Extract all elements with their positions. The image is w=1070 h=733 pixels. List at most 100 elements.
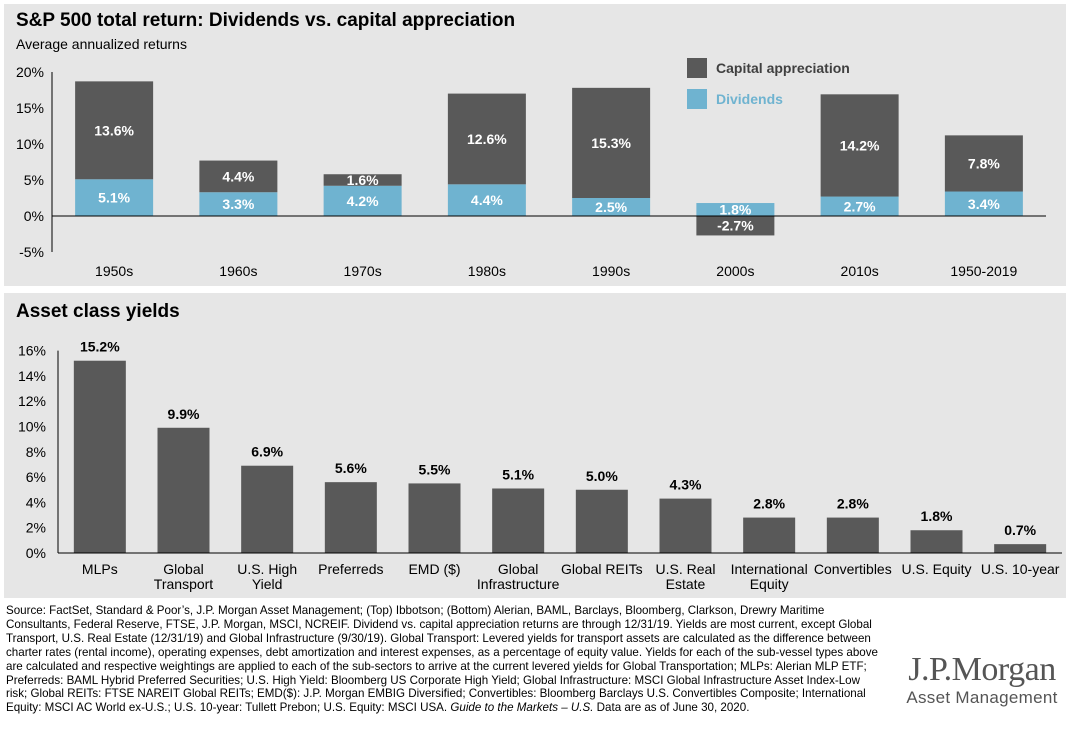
yield-bar — [324, 482, 377, 553]
yields-chart-title: Asset class yields — [16, 301, 180, 322]
x-tick-label: 1950s — [95, 263, 133, 279]
dividends-value-label: 5.1% — [98, 190, 130, 206]
dividends-bar — [944, 191, 1023, 216]
capital-bar — [820, 94, 899, 197]
x-tick-label: Global — [498, 561, 538, 577]
yield-bar — [994, 544, 1047, 553]
x-tick-label: EMD ($) — [408, 561, 460, 577]
capital-value-label: 13.6% — [94, 122, 134, 138]
x-tick-label: 2010s — [841, 263, 879, 279]
capital-value-label: 7.8% — [968, 155, 1000, 171]
capital-bar — [572, 87, 651, 198]
x-tick-label: Global — [163, 561, 203, 577]
yield-value-label: 5.6% — [335, 460, 367, 476]
dividends-bar — [696, 203, 775, 216]
y-tick-label: -5% — [19, 244, 44, 260]
yield-value-label: 1.8% — [921, 508, 953, 524]
capital-bar — [447, 93, 526, 185]
y-tick-label: 5% — [24, 172, 44, 188]
y-tick-label: 10% — [18, 419, 46, 435]
yield-bar — [492, 488, 545, 553]
yield-value-label: 5.5% — [419, 461, 451, 477]
x-tick-label: Global REITs — [561, 561, 643, 577]
yield-bar — [73, 360, 126, 553]
yield-value-label: 0.7% — [1004, 522, 1036, 538]
capital-value-label: 15.3% — [591, 135, 631, 151]
dividends-value-label: 2.5% — [595, 199, 627, 215]
yield-bar — [408, 483, 461, 553]
dividends-bar — [323, 185, 402, 216]
x-tick-label: 1970s — [344, 263, 382, 279]
yield-bar — [241, 465, 294, 553]
x-tick-label: U.S. Equity — [901, 561, 971, 577]
capital-value-label: -2.7% — [717, 218, 754, 234]
y-tick-label: 10% — [16, 136, 44, 152]
yield-value-label: 9.9% — [168, 406, 200, 422]
x-tick-label: MLPs — [82, 561, 118, 577]
dividends-value-label: 3.3% — [222, 196, 254, 212]
dividends-value-label: 1.8% — [719, 202, 751, 218]
dividends-chart: 20% 15% 10% 5% 0% -5% 5.1% 13.6% 1950s 3.3% 4.4% 19… — [16, 58, 1046, 279]
x-tick-label: Estate — [666, 576, 706, 592]
y-tick-label: 12% — [18, 393, 46, 409]
capital-bar — [323, 174, 402, 186]
yield-value-label: 5.1% — [502, 466, 534, 482]
y-tick-label: 2% — [26, 520, 46, 536]
capital-bar — [696, 216, 775, 236]
chart-title: S&P 500 total return: Dividends vs. capi… — [16, 10, 516, 31]
legend-capital-label: Capital appreciation — [716, 60, 850, 76]
legend-capital-swatch — [687, 58, 707, 78]
x-tick-label: 1980s — [468, 263, 506, 279]
x-tick-label: Yield — [252, 576, 283, 592]
source-note: Source: FactSet, Standard & Poor’s, J.P.… — [6, 604, 884, 715]
y-tick-label: 8% — [26, 444, 46, 460]
y-tick-label: 0% — [24, 208, 44, 224]
x-tick-label: 2000s — [716, 263, 754, 279]
x-tick-label: Infrastructure — [477, 576, 560, 592]
yield-bar — [910, 530, 963, 553]
yield-value-label: 2.8% — [837, 496, 869, 512]
logo-main-text: J.P.Morgan — [908, 651, 1056, 688]
yields-chart: 16% 14% 12% 10% 8% 6% 4% 2% 0% 15.2% MLPs 9.9% Globa… — [18, 339, 1062, 592]
chart-subtitle: Average annualized returns — [16, 36, 187, 52]
x-tick-label: U.S. Real — [656, 561, 716, 577]
yield-value-label: 6.9% — [251, 444, 283, 460]
dividends-bar — [820, 196, 899, 216]
capital-value-label: 14.2% — [840, 137, 880, 153]
x-tick-label: 1990s — [592, 263, 630, 279]
dividends-bar — [199, 192, 278, 216]
y-tick-label: 0% — [26, 545, 46, 561]
y-tick-label: 14% — [18, 368, 46, 384]
yield-bar — [157, 427, 210, 553]
y-tick-label: 6% — [26, 469, 46, 485]
jpmorgan-logo: J.P.Morgan Asset Management — [898, 652, 1066, 708]
yield-bar — [659, 498, 712, 553]
x-tick-label: Equity — [750, 576, 789, 592]
yield-value-label: 15.2% — [80, 339, 120, 355]
dividends-bar — [572, 198, 651, 216]
dividends-chart-panel: S&P 500 total return: Dividends vs. capi… — [4, 4, 1066, 286]
x-tick-label: Convertibles — [814, 561, 892, 577]
yield-value-label: 2.8% — [753, 496, 785, 512]
yields-chart-panel: Asset class yields 16% 14% 12% 10% 8% 6% 4% 2% 0… — [4, 293, 1066, 598]
x-tick-label: Transport — [154, 576, 214, 592]
x-tick-label: 1950-2019 — [950, 263, 1017, 279]
dividends-bar — [447, 184, 526, 216]
dividends-value-label: 4.4% — [471, 192, 503, 208]
x-tick-label: International — [731, 561, 808, 577]
guide-title: Guide to the Markets – U.S. — [450, 701, 594, 715]
x-tick-label: U.S. High — [237, 561, 297, 577]
yield-value-label: 4.3% — [670, 477, 702, 493]
logo-sub-text: Asset Management — [906, 688, 1058, 707]
dividends-bar — [75, 179, 154, 216]
y-tick-label: 15% — [16, 100, 44, 116]
yield-bar — [575, 489, 628, 553]
dividends-value-label: 3.4% — [968, 196, 1000, 212]
x-tick-label: Preferreds — [318, 561, 383, 577]
dividends-value-label: 2.7% — [844, 198, 876, 214]
x-tick-label: 1960s — [219, 263, 257, 279]
yield-value-label: 5.0% — [586, 468, 618, 484]
data-date: Data are as of June 30, 2020. — [596, 701, 750, 715]
y-tick-label: 20% — [16, 64, 44, 80]
legend-dividends-label: Dividends — [716, 91, 783, 107]
